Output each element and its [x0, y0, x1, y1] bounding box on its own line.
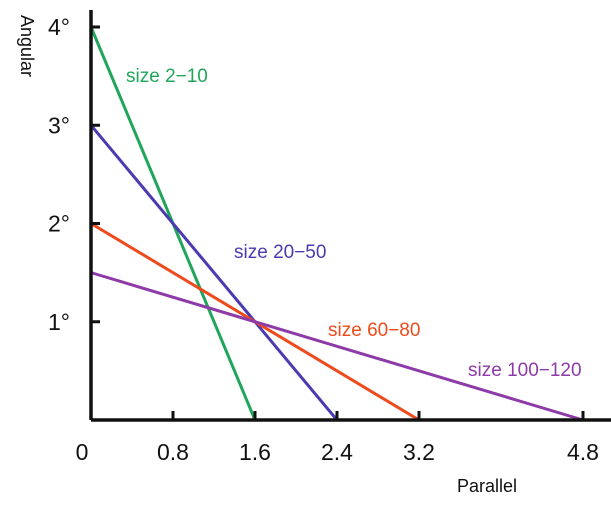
series-layer [89, 26, 584, 422]
y-tick-label: 4° [48, 14, 70, 40]
x-tick-label: 0 [76, 439, 89, 465]
series-label: size 100−120 [468, 360, 582, 381]
x-axis-title: Parallel [457, 476, 517, 496]
y-tick-label: 1° [48, 309, 70, 335]
x-tick-label: 3.2 [403, 439, 435, 465]
series-line [89, 124, 339, 421]
x-tick-label: 2.4 [321, 439, 353, 465]
tick-layer: 0 0.8 1.6 2.4 3.2 4.8 1° 2° 3° 4° [48, 14, 599, 465]
series-label: size 20−50 [234, 242, 326, 263]
series-label: size 2−10 [126, 66, 208, 87]
x-tick-label: 4.8 [567, 439, 599, 465]
y-axis-title: Angular [17, 15, 37, 77]
label-layer: size 2−10 size 20−50 size 60−80 size 100−12… [126, 66, 582, 381]
series-line [90, 271, 584, 422]
series-label: size 60−80 [328, 320, 420, 341]
y-tick-label: 3° [48, 112, 70, 138]
x-tick-label: 1.6 [239, 439, 271, 465]
y-tick-label: 2° [48, 211, 70, 237]
x-tick-label: 0.8 [157, 439, 189, 465]
axis-layer [89, 10, 611, 422]
